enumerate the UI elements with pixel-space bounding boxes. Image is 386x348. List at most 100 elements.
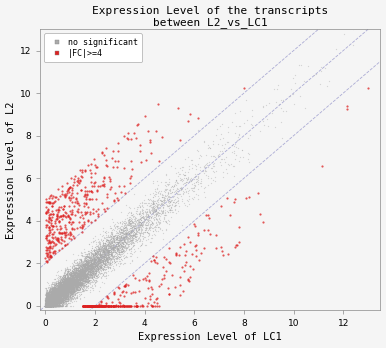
Point: [53, 303, 59, 309]
Point: [107, 241, 113, 247]
Point: [56, 288, 63, 294]
Point: [61, 288, 68, 294]
Point: [73, 273, 80, 278]
Point: [82, 188, 88, 193]
Point: [59, 294, 66, 300]
Point: [55, 298, 61, 303]
Point: [56, 290, 62, 295]
Point: [44, 303, 50, 309]
Point: [52, 293, 58, 298]
Point: [186, 239, 193, 245]
Point: [173, 250, 179, 256]
Point: [77, 266, 83, 272]
Point: [50, 303, 56, 309]
Point: [43, 303, 49, 309]
Point: [102, 242, 108, 247]
Point: [79, 251, 85, 256]
Point: [46, 298, 52, 303]
Point: [77, 274, 83, 279]
Point: [74, 287, 81, 293]
Point: [175, 191, 181, 197]
Point: [135, 225, 141, 230]
Point: [44, 303, 50, 309]
Point: [67, 229, 73, 235]
Point: [50, 303, 56, 309]
Point: [76, 271, 82, 277]
Point: [48, 300, 54, 305]
Point: [73, 280, 79, 286]
Point: [61, 284, 67, 290]
Point: [112, 232, 118, 237]
Point: [154, 211, 160, 217]
Point: [49, 293, 56, 299]
Point: [47, 295, 53, 301]
Point: [64, 272, 70, 278]
Point: [56, 294, 63, 300]
Point: [59, 285, 65, 291]
Point: [79, 169, 85, 174]
Point: [68, 271, 74, 277]
Point: [52, 298, 59, 304]
Point: [58, 280, 64, 286]
Point: [130, 230, 136, 236]
Point: [172, 208, 178, 213]
Point: [82, 274, 88, 279]
Point: [100, 229, 106, 234]
Point: [93, 260, 99, 266]
Point: [158, 201, 164, 207]
Point: [47, 303, 54, 309]
Point: [78, 271, 84, 277]
Point: [49, 290, 55, 296]
Point: [57, 289, 63, 294]
Point: [47, 302, 53, 308]
Point: [198, 180, 204, 185]
Point: [84, 272, 90, 277]
Point: [73, 287, 80, 293]
Point: [79, 271, 85, 277]
Point: [69, 285, 76, 291]
Point: [109, 231, 115, 237]
Point: [48, 303, 54, 309]
Point: [73, 268, 79, 274]
Point: [54, 288, 60, 294]
Point: [139, 215, 146, 221]
Point: [61, 280, 68, 286]
Point: [56, 289, 63, 294]
Point: [46, 294, 52, 300]
Point: [131, 223, 137, 229]
Point: [71, 272, 78, 278]
Point: [45, 300, 51, 305]
Point: [105, 240, 112, 246]
Point: [105, 241, 111, 246]
Point: [67, 270, 73, 276]
Point: [90, 211, 96, 216]
Point: [81, 288, 88, 294]
Point: [96, 263, 103, 268]
Point: [60, 288, 66, 294]
Point: [129, 234, 135, 240]
Point: [159, 201, 166, 207]
Point: [76, 276, 82, 282]
Point: [99, 251, 105, 256]
Point: [63, 303, 69, 309]
Point: [96, 273, 102, 278]
Point: [48, 303, 54, 309]
Point: [73, 268, 79, 274]
Point: [71, 279, 78, 284]
Point: [48, 300, 54, 306]
Point: [70, 262, 76, 268]
Point: [63, 278, 69, 284]
Point: [115, 241, 122, 247]
Point: [59, 293, 65, 299]
Point: [62, 303, 68, 309]
Point: [65, 300, 71, 306]
Point: [50, 295, 56, 301]
Point: [72, 286, 78, 292]
Point: [51, 295, 57, 301]
Point: [51, 294, 57, 299]
Point: [69, 275, 75, 280]
Point: [104, 191, 110, 196]
Point: [113, 245, 120, 251]
Point: [54, 294, 61, 300]
Point: [48, 303, 54, 309]
